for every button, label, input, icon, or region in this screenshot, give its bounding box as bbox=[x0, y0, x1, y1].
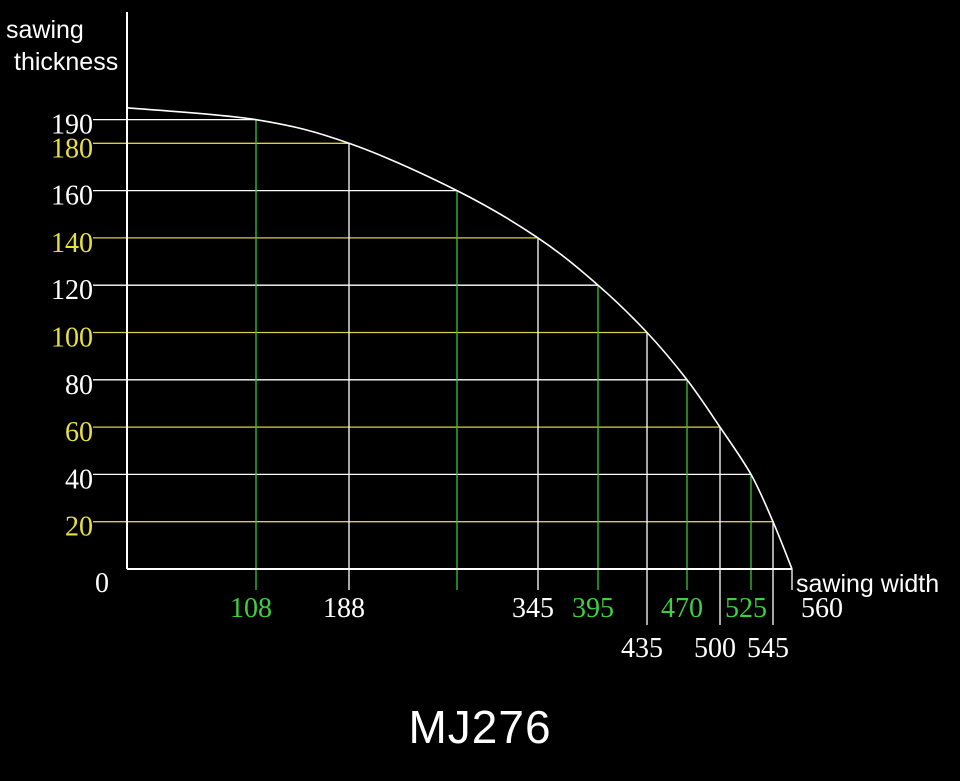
y-tick-label-60: 60 bbox=[65, 417, 93, 448]
origin-label: 0 bbox=[95, 568, 109, 599]
grid-lines bbox=[93, 119, 793, 625]
y-tick-label-20: 20 bbox=[65, 512, 93, 543]
chart-title: MJ276 bbox=[408, 701, 552, 753]
x-axis-label: sawing width bbox=[796, 570, 939, 598]
x-tick-label-345: 345 bbox=[512, 593, 554, 624]
x-tick-label-545: 545 bbox=[747, 633, 789, 664]
y-tick-label-180: 180 bbox=[51, 133, 93, 164]
x-tick-label-525: 525 bbox=[725, 593, 767, 624]
x-tick-label-435: 435 bbox=[621, 633, 663, 664]
y-tick-label-120: 120 bbox=[51, 275, 93, 306]
x-tick-label-395: 395 bbox=[572, 593, 614, 624]
x-tick-label-500: 500 bbox=[694, 633, 736, 664]
y-axis-label-line2: thickness bbox=[14, 48, 118, 76]
x-tick-label-188: 188 bbox=[323, 593, 365, 624]
y-tick-label-190: 190 bbox=[51, 110, 93, 141]
y-tick-label-140: 140 bbox=[51, 228, 93, 259]
y-tick-label-80: 80 bbox=[65, 370, 93, 401]
x-tick-label-560: 560 bbox=[801, 593, 843, 624]
x-tick-label-470: 470 bbox=[661, 593, 703, 624]
y-tick-label-40: 40 bbox=[65, 464, 93, 495]
capacity-curve bbox=[126, 107, 793, 570]
x-tick-label-108: 108 bbox=[230, 593, 272, 624]
y-axis-label-line1: sawing bbox=[6, 16, 84, 44]
y-tick-label-160: 160 bbox=[51, 181, 93, 212]
y-tick-label-100: 100 bbox=[51, 323, 93, 354]
axes bbox=[126, 12, 792, 570]
